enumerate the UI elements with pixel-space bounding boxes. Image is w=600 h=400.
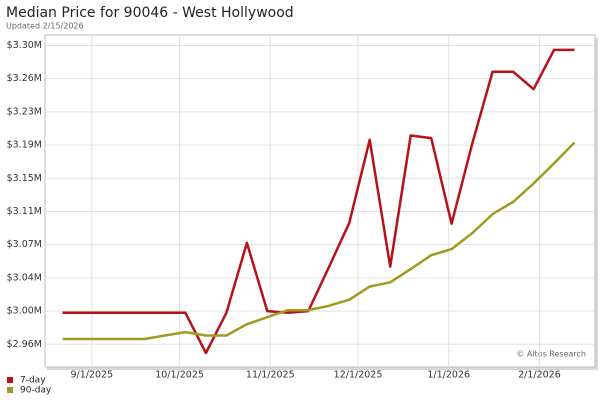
y-tick-label: $3.19M: [7, 140, 42, 151]
line-series: [62, 141, 576, 341]
y-tick-label: $3.11M: [7, 206, 42, 217]
y-tick-label: $3.23M: [7, 106, 42, 117]
legend-swatch: [7, 387, 13, 393]
y-tick-label: $3.15M: [7, 173, 42, 184]
y-tick-label: $3.04M: [7, 272, 42, 283]
legend-swatch: [7, 377, 13, 383]
x-tick-label: 12/1/2025: [334, 370, 383, 381]
legend-label: 7-day: [20, 376, 46, 386]
chart-title: Median Price for 90046 - West Hollywood: [6, 5, 294, 21]
y-tick-label: $2.96M: [7, 339, 42, 350]
x-tick-label: 9/1/2025: [70, 370, 113, 381]
x-tick-label: 2/1/2026: [518, 370, 561, 381]
chart-subtitle: Updated 2/15/2026: [6, 22, 84, 31]
y-tick-label: $3.07M: [7, 239, 42, 250]
y-tick-label: $3.30M: [7, 40, 42, 51]
watermark: © Altos Research: [516, 350, 586, 359]
x-tick-label: 11/1/2025: [246, 370, 295, 381]
y-tick-label: $3.26M: [7, 73, 42, 84]
y-tick-label: $3.00M: [7, 306, 42, 317]
line-series: [62, 48, 575, 355]
legend-label: 90-day: [20, 386, 52, 396]
x-tick-label: 10/1/2025: [155, 370, 204, 381]
x-tick-label: 1/1/2026: [427, 370, 470, 381]
